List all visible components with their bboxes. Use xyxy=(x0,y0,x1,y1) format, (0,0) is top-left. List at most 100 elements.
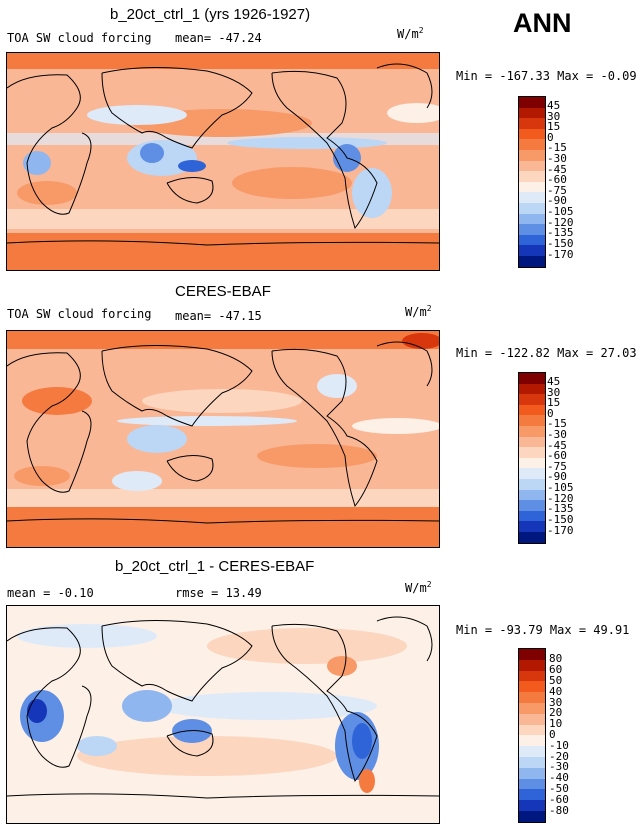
cbar1-label: -150 xyxy=(547,237,574,250)
cbar3-swatch xyxy=(519,724,545,736)
cbar1-swatch xyxy=(519,97,545,108)
cbar2-label: 0 xyxy=(547,407,554,420)
panel3-map xyxy=(6,605,440,824)
cbar2-swatch xyxy=(519,447,545,458)
cbar1-label: -30 xyxy=(547,152,567,165)
panel2-units: W/m2 xyxy=(405,304,432,319)
cbar2-swatch xyxy=(519,468,545,479)
cbar1-label: -75 xyxy=(547,184,567,197)
cbar3-label: 0 xyxy=(549,728,556,741)
cbar3-label: 60 xyxy=(549,663,563,676)
cbar1-label: -90 xyxy=(547,194,567,207)
cbar2-label: -120 xyxy=(547,492,574,505)
cbar3-label: 30 xyxy=(549,696,563,709)
cbar1-label: 45 xyxy=(547,99,561,112)
cbar2-swatch xyxy=(519,521,545,532)
cbar1-label: 15 xyxy=(547,120,561,133)
panel1-colorbar xyxy=(518,96,546,268)
cbar2-swatch xyxy=(519,457,545,469)
cbar1-label: -135 xyxy=(547,226,574,239)
panel1-variable-label: TOA SW cloud forcing xyxy=(7,31,152,45)
cbar3-swatch xyxy=(519,713,545,725)
cbar2-swatch xyxy=(519,436,545,448)
cbar1-swatch xyxy=(519,245,545,256)
cbar3-swatch xyxy=(519,789,545,801)
panel3-colorbar xyxy=(518,648,546,823)
panel2-map xyxy=(6,330,440,548)
cbar1-swatch xyxy=(519,181,545,193)
panel2-title: CERES-EBAF xyxy=(175,283,271,300)
cbar3-label: 40 xyxy=(549,685,563,698)
cbar3-label: -60 xyxy=(549,793,569,806)
cbar3-swatch xyxy=(519,800,545,811)
cbar3-label: -20 xyxy=(549,750,569,763)
cbar2-label: -170 xyxy=(547,524,574,537)
cbar1-swatch xyxy=(519,128,545,140)
cbar1-label: -15 xyxy=(547,141,567,154)
cbar2-swatch xyxy=(519,373,545,384)
panel2-variable-label: TOA SW cloud forcing xyxy=(7,307,152,321)
panel2-mean: mean= -47.15 xyxy=(175,309,262,323)
cbar3-label: -30 xyxy=(549,760,569,773)
cbar3-label: -80 xyxy=(549,804,569,817)
cbar2-swatch xyxy=(519,415,545,426)
cbar2-swatch xyxy=(519,489,545,501)
panel3-title: b_20ct_ctrl_1 - CERES-EBAF xyxy=(115,558,315,575)
cbar1-swatch xyxy=(519,192,545,203)
cbar1-swatch xyxy=(519,213,545,225)
panel1-mean: mean= -47.24 xyxy=(175,31,262,45)
cbar1-label: 30 xyxy=(547,110,561,123)
cbar2-swatch xyxy=(519,478,545,490)
cbar2-label: -30 xyxy=(547,428,567,441)
cbar1-label: -60 xyxy=(547,173,567,186)
cbar2-label: -90 xyxy=(547,470,567,483)
cbar2-swatch xyxy=(519,394,545,405)
cbar1-swatch xyxy=(519,202,545,214)
cbar3-swatch xyxy=(519,692,545,703)
cbar3-label: -10 xyxy=(549,739,569,752)
cbar3-swatch xyxy=(519,649,545,660)
cbar1-label: -170 xyxy=(547,248,574,261)
cbar1-swatch xyxy=(519,118,545,129)
cbar1-swatch xyxy=(519,149,545,161)
panel1-title: b_20ct_ctrl_1 (yrs 1926-1927) xyxy=(110,6,311,23)
panel3-rmse: rmse = 13.49 xyxy=(175,586,262,600)
cbar1-swatch xyxy=(519,234,545,246)
cbar2-label: 15 xyxy=(547,396,561,409)
cbar3-swatch xyxy=(519,702,545,714)
cbar3-label: 20 xyxy=(549,706,563,719)
cbar2-label: -150 xyxy=(547,513,574,526)
cbar2-swatch xyxy=(519,510,545,522)
cbar2-label: -75 xyxy=(547,460,567,473)
cbar2-swatch xyxy=(519,425,545,437)
season-label: ANN xyxy=(513,8,572,38)
cbar3-swatch xyxy=(519,810,545,822)
cbar1-swatch xyxy=(519,224,545,235)
cbar2-label: -105 xyxy=(547,481,574,494)
cbar1-swatch xyxy=(519,171,545,182)
cbar2-label: 45 xyxy=(547,375,561,388)
cbar2-swatch xyxy=(519,500,545,511)
cbar1-label: 0 xyxy=(547,131,554,144)
cbar2-label: -15 xyxy=(547,417,567,430)
cbar2-swatch xyxy=(519,383,545,395)
cbar3-swatch xyxy=(519,735,545,747)
cbar1-swatch xyxy=(519,255,545,267)
panel3-mean: mean = -0.10 xyxy=(7,586,94,600)
cbar1-label: -45 xyxy=(547,163,567,176)
cbar3-label: -40 xyxy=(549,771,569,784)
cbar3-swatch xyxy=(519,659,545,671)
cbar1-label: -120 xyxy=(547,216,574,229)
cbar2-label: 30 xyxy=(547,386,561,399)
panel3-minmax: Min = -93.79 Max = 49.91 xyxy=(456,623,630,637)
cbar2-label: -45 xyxy=(547,439,567,452)
cbar2-swatch xyxy=(519,404,545,416)
panel1-units: W/m2 xyxy=(397,26,424,41)
cbar3-swatch xyxy=(519,778,545,790)
cbar3-label: 10 xyxy=(549,717,563,730)
cbar3-swatch xyxy=(519,746,545,757)
cbar2-label: -135 xyxy=(547,502,574,515)
cbar3-label: 80 xyxy=(549,652,563,665)
cbar3-label: 50 xyxy=(549,674,563,687)
cbar3-swatch xyxy=(519,681,545,693)
